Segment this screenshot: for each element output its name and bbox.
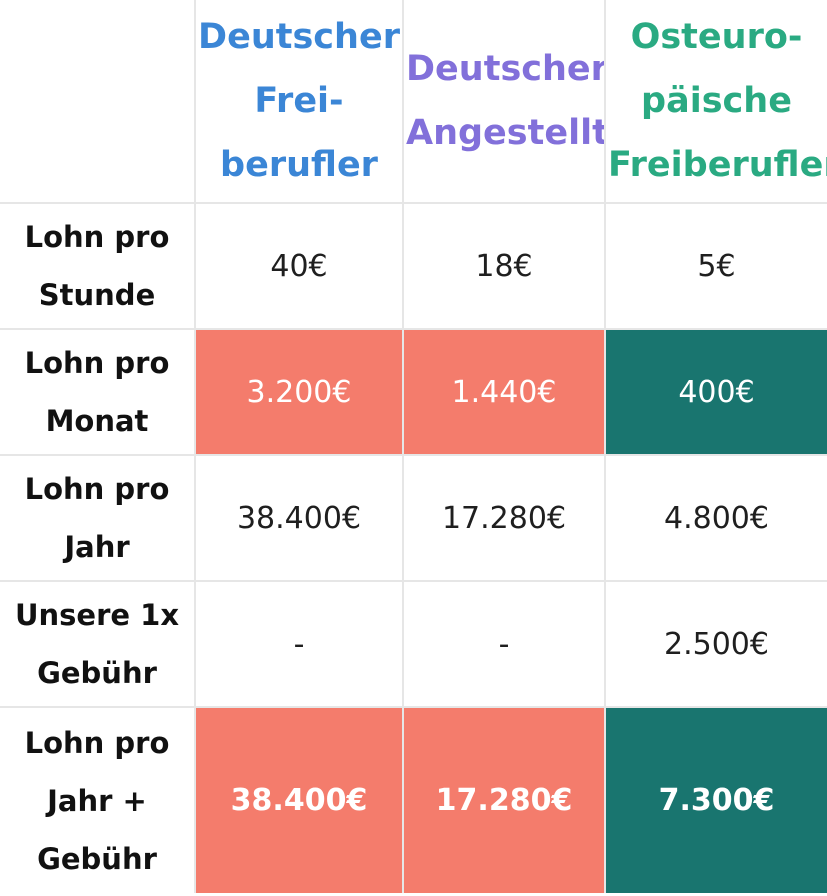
table-row: Unsere 1x Gebühr - - 2.500€ [0, 580, 827, 708]
row-header-label: Unsere 1x Gebühr [14, 598, 180, 690]
row-header: Unsere 1x Gebühr [0, 580, 196, 708]
table-cell: 5€ [604, 202, 827, 330]
table-cell: 4.800€ [604, 454, 827, 582]
table-cell: 18€ [402, 202, 606, 330]
table-row: Lohn pro Jahr + Gebühr 38.400€ 17.280€ 7… [0, 706, 827, 893]
table-header-row: Deutscher Frei- berufler Deutscher Anges… [0, 0, 827, 204]
table-cell: 7.300€ [604, 706, 827, 893]
column-header-de-freelancer: Deutscher Frei- berufler [194, 0, 404, 204]
corner-cell [0, 0, 196, 204]
table-cell: - [402, 580, 606, 708]
table-cell: 17.280€ [402, 454, 606, 582]
column-header-label: Deutscher Frei- berufler [198, 17, 400, 185]
row-header: Lohn pro Jahr [0, 454, 196, 582]
row-header-label: Lohn pro Jahr [24, 472, 170, 564]
table-cell: 3.200€ [194, 328, 404, 456]
table-cell: 2.500€ [604, 580, 827, 708]
column-header-ee-freelancer: Osteuro- päische Freiberufler [604, 0, 827, 204]
table-cell: 1.440€ [402, 328, 606, 456]
table-row: Lohn pro Monat 3.200€ 1.440€ 400€ [0, 328, 827, 456]
table-cell: - [194, 580, 404, 708]
row-header-label: Lohn pro Stunde [24, 220, 170, 312]
table-cell: 17.280€ [402, 706, 606, 893]
table-cell: 38.400€ [194, 454, 404, 582]
row-header: Lohn pro Monat [0, 328, 196, 456]
column-header-label: Deutscher Angestellte [406, 49, 605, 153]
table-row: Lohn pro Jahr 38.400€ 17.280€ 4.800€ [0, 454, 827, 582]
table-row: Lohn pro Stunde 40€ 18€ 5€ [0, 202, 827, 330]
column-header-label: Osteuro- päische Freiberufler [608, 17, 827, 185]
column-header-de-employee: Deutscher Angestellte [402, 0, 606, 204]
table-cell: 400€ [604, 328, 827, 456]
row-header: Lohn pro Jahr + Gebühr [0, 706, 196, 893]
row-header: Lohn pro Stunde [0, 202, 196, 330]
row-header-label: Lohn pro Jahr + Gebühr [24, 725, 170, 876]
table-cell: 38.400€ [194, 706, 404, 893]
row-header-label: Lohn pro Monat [24, 346, 170, 438]
table-cell: 40€ [194, 202, 404, 330]
